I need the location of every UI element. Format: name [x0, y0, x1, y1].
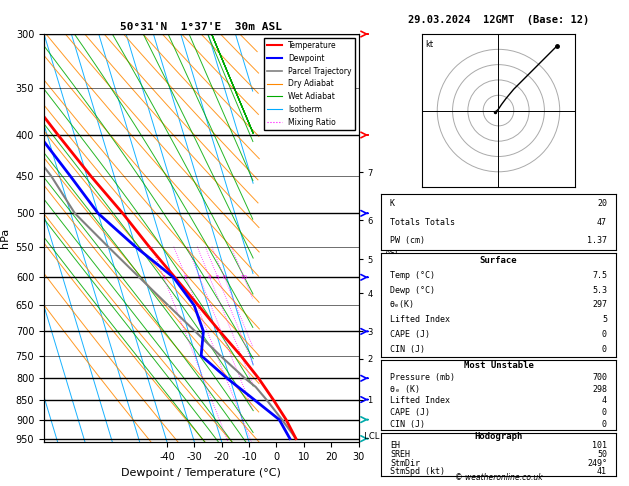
Legend: Temperature, Dewpoint, Parcel Trajectory, Dry Adiabat, Wet Adiabat, Isotherm, Mi: Temperature, Dewpoint, Parcel Trajectory… [264, 38, 355, 130]
Text: 10: 10 [240, 275, 247, 280]
Text: CAPE (J): CAPE (J) [390, 330, 430, 339]
Text: 41: 41 [597, 468, 607, 476]
Text: StmDir: StmDir [390, 459, 420, 468]
Text: 5: 5 [602, 315, 607, 324]
Text: Lifted Index: Lifted Index [390, 315, 450, 324]
Text: θₑ (K): θₑ (K) [390, 384, 420, 394]
Text: 0: 0 [602, 330, 607, 339]
Text: Dewp (°C): Dewp (°C) [390, 286, 435, 295]
Text: © weatheronline.co.uk: © weatheronline.co.uk [455, 473, 542, 482]
Text: Temp (°C): Temp (°C) [390, 271, 435, 279]
Text: SREH: SREH [390, 450, 410, 459]
Text: 700: 700 [592, 373, 607, 382]
Text: 5: 5 [216, 275, 220, 280]
Y-axis label: hPa: hPa [0, 228, 10, 248]
Text: 6: 6 [223, 275, 226, 280]
Text: kt: kt [425, 40, 433, 49]
Text: 50: 50 [597, 450, 607, 459]
Text: Lifted Index: Lifted Index [390, 396, 450, 405]
Text: CAPE (J): CAPE (J) [390, 408, 430, 417]
Text: 0: 0 [602, 408, 607, 417]
Text: 3: 3 [198, 275, 201, 280]
Text: PW (cm): PW (cm) [390, 237, 425, 245]
Text: 298: 298 [592, 384, 607, 394]
Text: 1.37: 1.37 [587, 237, 607, 245]
Text: Pressure (mb): Pressure (mb) [390, 373, 455, 382]
Text: Totals Totals: Totals Totals [390, 218, 455, 227]
Text: Surface: Surface [480, 256, 517, 265]
Text: 4: 4 [208, 275, 211, 280]
Title: 50°31'N  1°37'E  30m ASL: 50°31'N 1°37'E 30m ASL [120, 22, 282, 32]
Text: 5.3: 5.3 [592, 286, 607, 295]
Text: 1: 1 [162, 275, 165, 280]
Text: θₑ(K): θₑ(K) [390, 300, 415, 310]
Text: StmSpd (kt): StmSpd (kt) [390, 468, 445, 476]
Text: Most Unstable: Most Unstable [464, 361, 533, 370]
Text: LCL: LCL [359, 432, 379, 441]
Text: EH: EH [390, 441, 400, 450]
Text: CIN (J): CIN (J) [390, 345, 425, 354]
Text: 47: 47 [597, 218, 607, 227]
Text: 101: 101 [592, 441, 607, 450]
Text: 4: 4 [602, 396, 607, 405]
Text: CIN (J): CIN (J) [390, 420, 425, 429]
Y-axis label: km
ASL: km ASL [384, 238, 400, 258]
Text: K: K [390, 199, 395, 208]
Text: 29.03.2024  12GMT  (Base: 12): 29.03.2024 12GMT (Base: 12) [408, 16, 589, 25]
Text: 249°: 249° [587, 459, 607, 468]
Text: 2: 2 [184, 275, 187, 280]
Text: 0: 0 [602, 420, 607, 429]
Text: 0: 0 [602, 345, 607, 354]
Text: 297: 297 [592, 300, 607, 310]
X-axis label: Dewpoint / Temperature (°C): Dewpoint / Temperature (°C) [121, 468, 281, 478]
Text: 20: 20 [597, 199, 607, 208]
Text: Hodograph: Hodograph [474, 433, 523, 441]
Text: 7.5: 7.5 [592, 271, 607, 279]
